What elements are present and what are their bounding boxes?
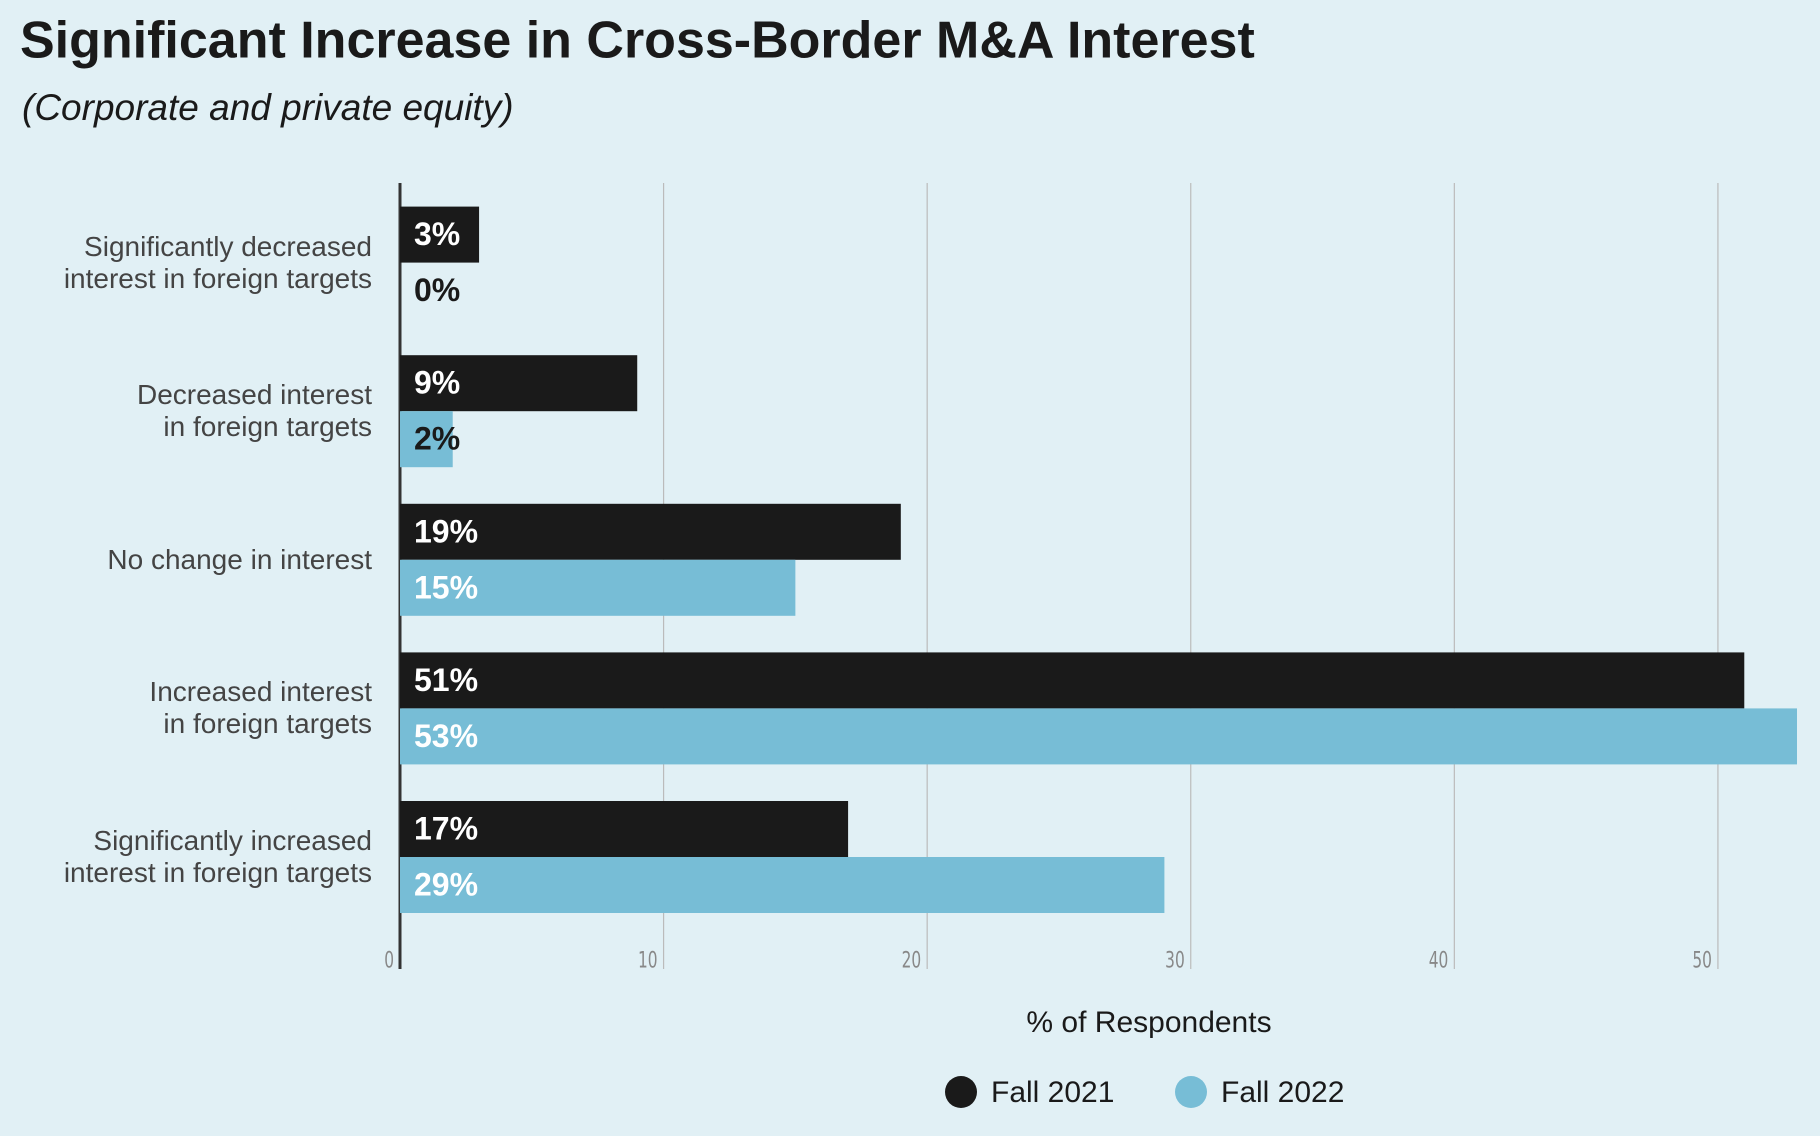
- bar: [400, 708, 1797, 765]
- bar: [400, 503, 901, 560]
- category-label: Decreased interest in foreign targets: [136, 379, 372, 443]
- value-label: 17%: [414, 810, 478, 846]
- bar: [400, 355, 638, 412]
- value-label: 9%: [414, 365, 460, 401]
- chart-subtitle: (Corporate and private equity): [22, 87, 514, 128]
- value-label: 53%: [414, 718, 478, 754]
- value-label: 0%: [414, 272, 460, 308]
- bar: [400, 857, 1165, 913]
- x-tick-label: 0: [384, 948, 394, 973]
- x-axis-label: % of Respondents: [1026, 1006, 1271, 1039]
- x-tick-label: 30: [1165, 948, 1185, 973]
- bar: [400, 652, 1745, 709]
- category-label: No change in interest: [107, 543, 372, 575]
- value-label: 51%: [414, 662, 478, 698]
- value-label: 3%: [414, 216, 460, 252]
- value-label: 19%: [414, 513, 478, 549]
- value-label: 15%: [414, 569, 478, 605]
- chart-title: Significant Increase in Cross-Border M&A…: [20, 12, 1255, 70]
- bar: [400, 559, 796, 616]
- x-tick-label: 20: [902, 948, 922, 973]
- value-label: 29%: [414, 866, 478, 902]
- bar: [400, 801, 849, 857]
- x-tick-label: 40: [1429, 948, 1449, 973]
- category-label: Significantly decreased interest in fore…: [63, 230, 372, 294]
- category-label: Significantly increased interest in fore…: [63, 825, 372, 888]
- bar: [400, 206, 480, 263]
- value-label: 2%: [414, 421, 460, 457]
- bar: [400, 411, 453, 468]
- x-tick-label: 10: [638, 948, 658, 973]
- legend-marker: [1175, 1076, 1207, 1108]
- legend-marker: [945, 1076, 977, 1108]
- category-label: Increased interest in foreign targets: [149, 676, 372, 740]
- x-tick-label: 50: [1692, 948, 1712, 973]
- legend-label: Fall 2021: [991, 1076, 1114, 1109]
- legend-label: Fall 2022: [1221, 1076, 1344, 1109]
